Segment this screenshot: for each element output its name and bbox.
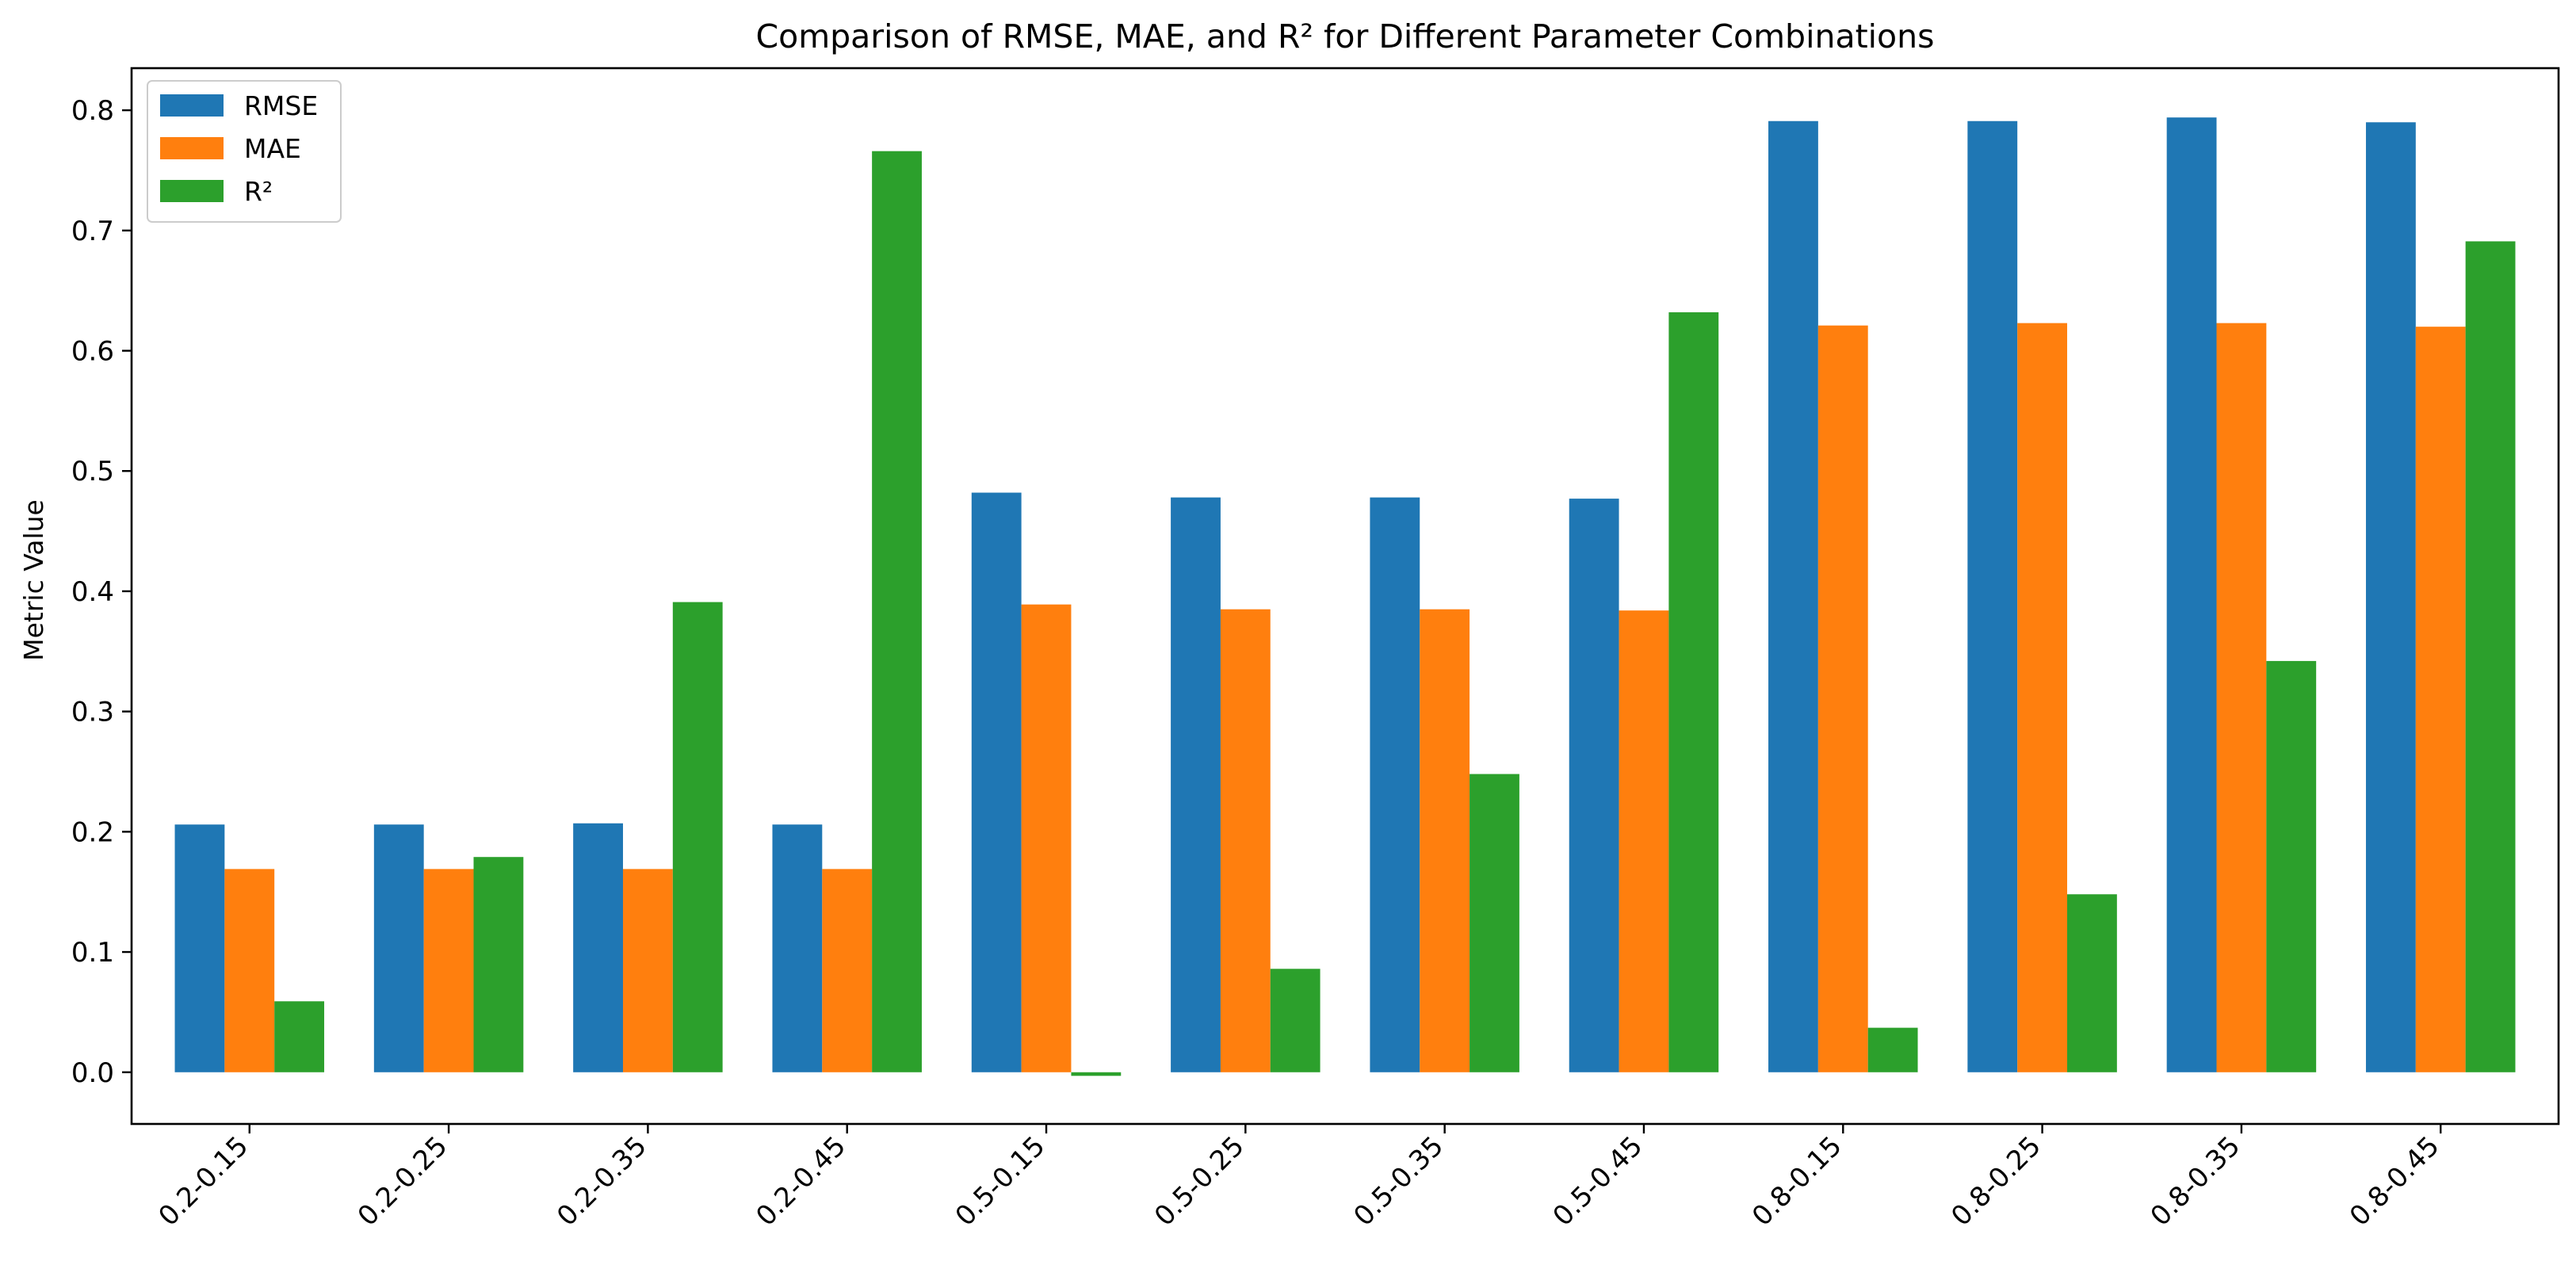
bar-mae-0.8-0.25: [2017, 323, 2068, 1072]
bar-r-0.2-0.15: [274, 1001, 325, 1072]
y-tick-label: 0.3: [71, 697, 114, 728]
bar-r-0.8-0.35: [2266, 660, 2317, 1072]
legend-label-rmse: RMSE: [244, 90, 318, 121]
bar-rmse-0.8-0.25: [1967, 120, 2018, 1072]
bar-mae-0.2-0.15: [224, 869, 275, 1072]
y-tick-label: 0.4: [71, 576, 114, 608]
y-axis-label: Metric Value: [18, 499, 49, 661]
legend: RMSE MAE R²: [147, 80, 342, 223]
bar-rmse-0.8-0.45: [2365, 122, 2416, 1072]
legend-label-mae: MAE: [244, 133, 301, 164]
y-tick-label: 0.8: [71, 95, 114, 127]
y-tick-label: 0.0: [71, 1057, 114, 1089]
bar-r-0.8-0.25: [2067, 894, 2117, 1072]
bar-r-0.2-0.25: [473, 857, 524, 1072]
bar-mae-0.2-0.25: [423, 869, 474, 1072]
bar-mae-0.5-0.15: [1021, 604, 1072, 1072]
bar-rmse-0.2-0.15: [174, 824, 225, 1072]
x-tick-label: 0.5-0.45: [1547, 1130, 1649, 1233]
bar-mae-0.5-0.45: [1619, 610, 1669, 1072]
x-tick-label: 0.5-0.35: [1347, 1130, 1450, 1233]
bar-mae-0.8-0.35: [2216, 323, 2267, 1072]
x-tick-label: 0.2-0.15: [152, 1130, 254, 1233]
legend-swatch-rmse: [160, 94, 224, 117]
bar-mae-0.5-0.35: [1420, 609, 1470, 1072]
y-tick-label: 0.7: [71, 216, 114, 247]
bar-r-0.8-0.15: [1867, 1027, 1918, 1072]
x-tick-label: 0.5-0.15: [950, 1130, 1052, 1233]
x-tick-label: 0.2-0.45: [750, 1130, 852, 1233]
y-tick-label: 0.5: [71, 456, 114, 487]
plot-area: [174, 117, 2516, 1076]
x-tick-label: 0.8-0.15: [1746, 1130, 1848, 1233]
bar-r-0.5-0.15: [1071, 1072, 1122, 1076]
bar-r-0.8-0.45: [2465, 241, 2516, 1072]
bar-rmse-0.2-0.45: [772, 824, 823, 1072]
y-tick-label: 0.2: [71, 816, 114, 848]
bar-rmse-0.8-0.15: [1768, 120, 1818, 1072]
bar-rmse-0.2-0.35: [573, 823, 623, 1072]
bar-r-0.2-0.35: [672, 602, 723, 1072]
bar-mae-0.2-0.45: [822, 869, 873, 1072]
bar-rmse-0.5-0.25: [1171, 497, 1221, 1072]
bar-rmse-0.8-0.35: [2166, 117, 2217, 1072]
bar-mae-0.8-0.45: [2415, 327, 2466, 1072]
bar-r-0.5-0.45: [1668, 312, 1719, 1072]
legend-swatch-mae: [160, 137, 224, 159]
x-tick-label: 0.8-0.35: [2145, 1130, 2247, 1233]
bar-r-0.2-0.45: [872, 151, 922, 1072]
legend-swatch-r: [160, 180, 224, 202]
x-tick-label: 0.2-0.25: [352, 1130, 454, 1233]
bar-rmse-0.5-0.15: [971, 492, 1022, 1072]
y-tick-label: 0.6: [71, 336, 114, 368]
chart-title: Comparison of RMSE, MAE, and R² for Diff…: [756, 17, 1935, 55]
x-tick-label: 0.8-0.45: [2344, 1130, 2446, 1233]
bar-mae-0.8-0.15: [1817, 325, 1868, 1072]
legend-label-r: R²: [244, 176, 273, 207]
plot-frame: [130, 67, 2560, 1126]
bar-r-0.5-0.25: [1270, 969, 1320, 1072]
bar-r-0.5-0.35: [1470, 774, 1519, 1072]
bar-rmse-0.5-0.35: [1370, 497, 1420, 1072]
bar-rmse-0.5-0.45: [1569, 499, 1619, 1072]
bar-rmse-0.2-0.25: [373, 824, 424, 1072]
y-tick-label: 0.1: [71, 937, 114, 969]
x-tick-label: 0.8-0.25: [1945, 1130, 2047, 1233]
bar-mae-0.2-0.35: [622, 869, 673, 1072]
bar-mae-0.5-0.25: [1220, 609, 1271, 1072]
x-tick-label: 0.5-0.25: [1148, 1130, 1251, 1233]
x-tick-label: 0.2-0.35: [551, 1130, 653, 1233]
